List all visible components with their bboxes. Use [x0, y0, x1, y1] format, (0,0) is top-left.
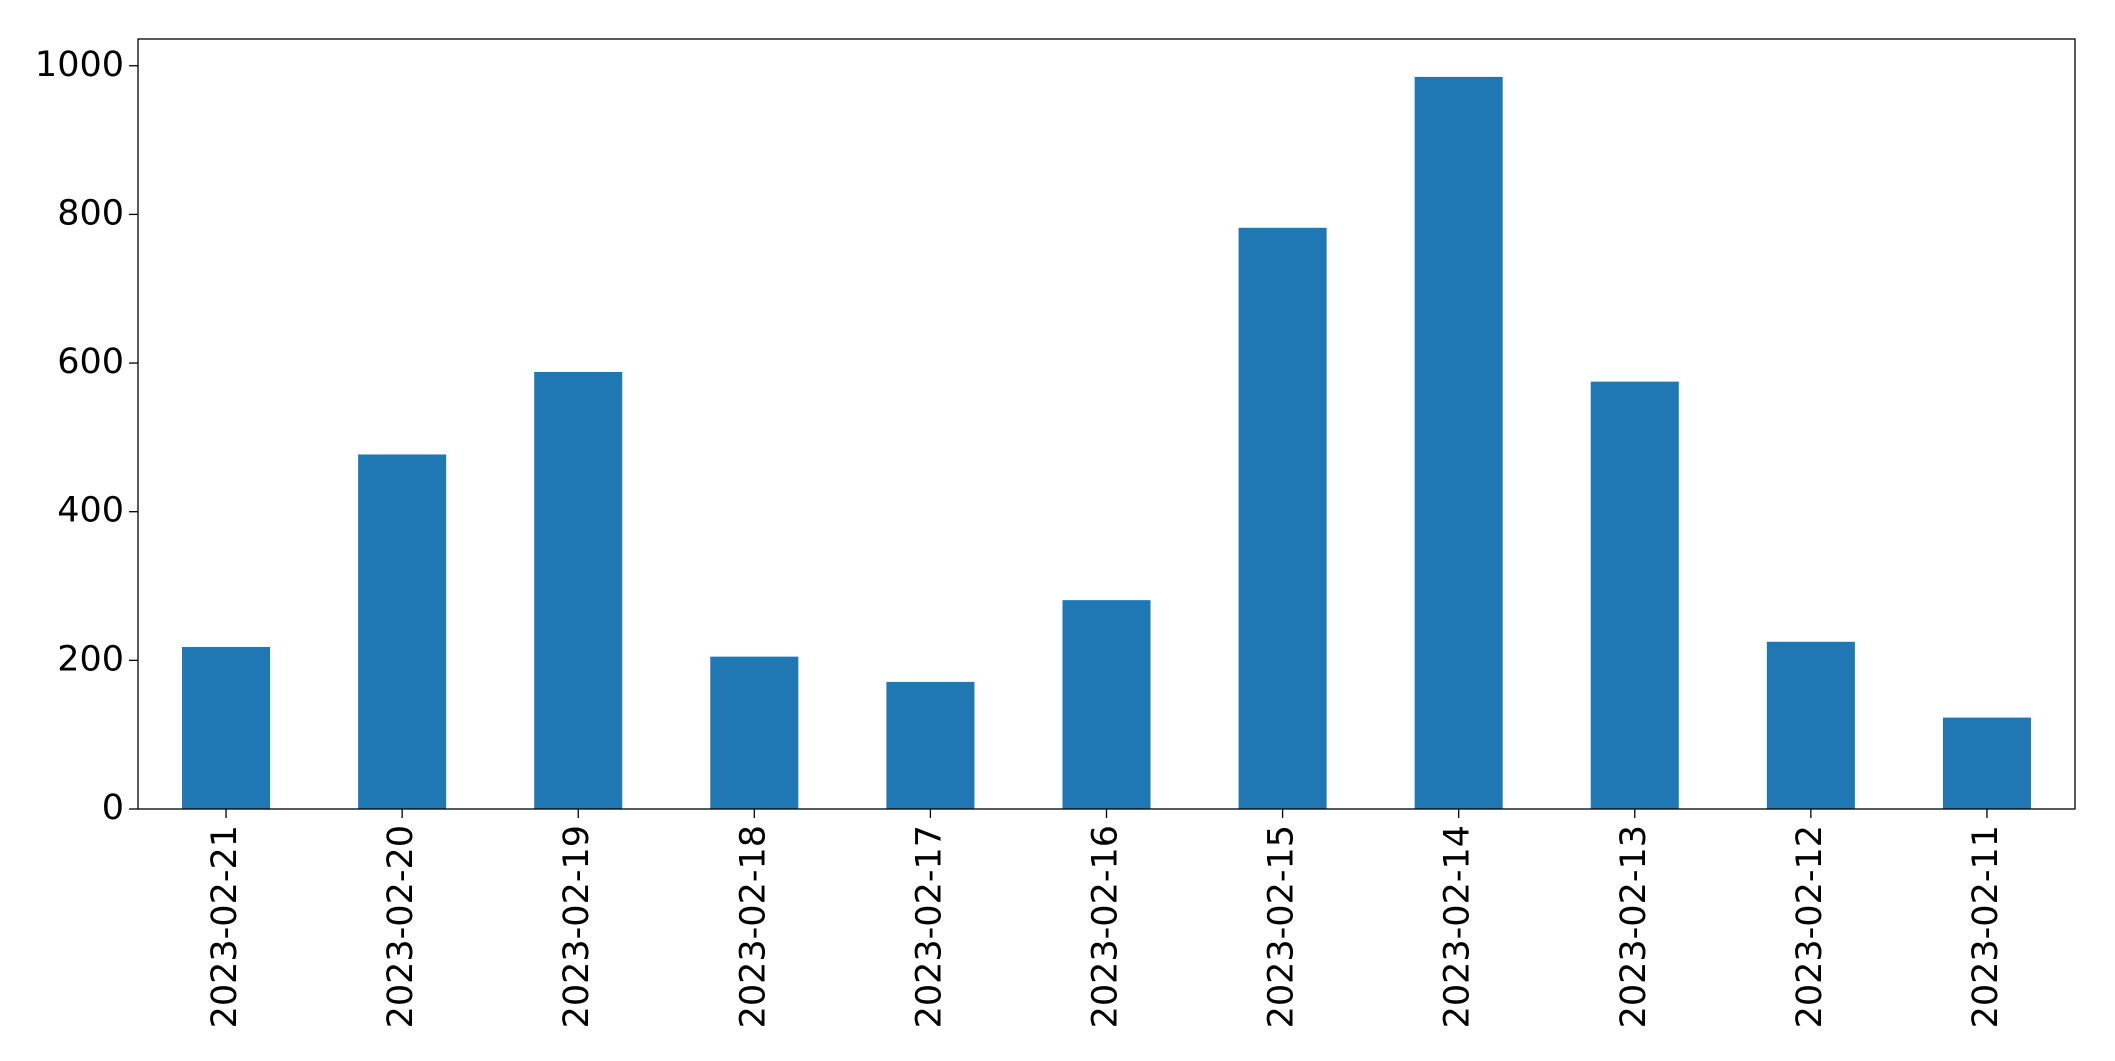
x-tick-label: 2023-02-20 [381, 825, 421, 1028]
x-tick-label: 2023-02-21 [205, 825, 245, 1028]
y-tick-label: 400 [57, 491, 124, 531]
bar [1590, 381, 1679, 809]
bar [182, 646, 271, 809]
x-tick-label: 2023-02-12 [1790, 825, 1830, 1028]
y-tick-label: 1000 [35, 45, 124, 85]
x-tick-label: 2023-02-18 [733, 825, 773, 1028]
x-tick-label: 2023-02-14 [1438, 825, 1478, 1028]
bar [710, 656, 799, 809]
bar [1062, 600, 1151, 809]
x-tick-label: 2023-02-17 [909, 825, 949, 1028]
y-tick-label: 0 [102, 788, 124, 828]
y-tick-label: 600 [57, 342, 124, 382]
plot-frame [137, 38, 2076, 810]
bar [1414, 76, 1503, 810]
x-tick-label: 2023-02-13 [1614, 825, 1654, 1028]
y-tick-label: 800 [57, 193, 124, 233]
x-tick-label: 2023-02-16 [1086, 825, 1126, 1028]
x-tick-label: 2023-02-19 [557, 825, 597, 1028]
bar [534, 371, 623, 809]
bar [1238, 227, 1327, 809]
y-tick-label: 200 [57, 639, 124, 679]
bar [1942, 717, 2031, 809]
x-tick-label: 2023-02-11 [1966, 825, 2006, 1028]
bar [1766, 641, 1855, 809]
bar [358, 454, 447, 809]
bar [886, 681, 975, 809]
x-tick-label: 2023-02-15 [1262, 825, 1302, 1028]
